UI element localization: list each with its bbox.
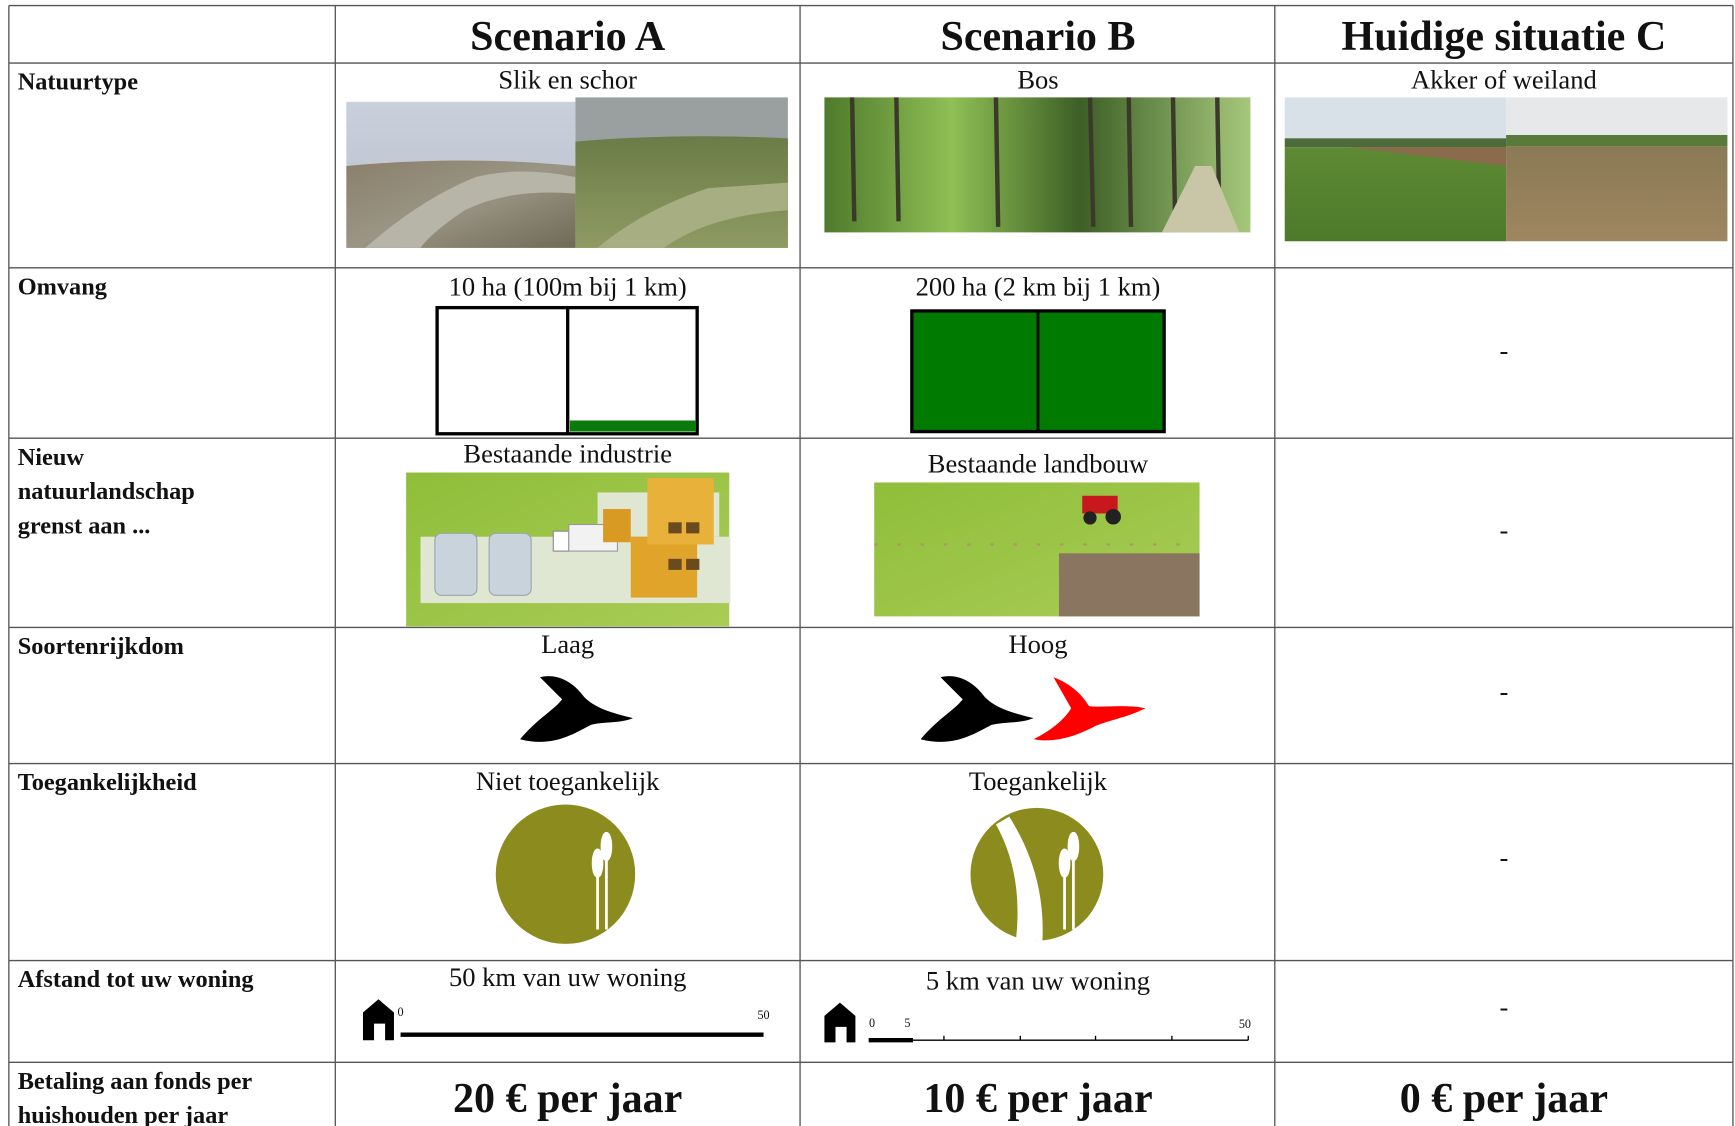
cell-text: Toegankelijk bbox=[969, 766, 1108, 796]
row-label: grenst aan ... bbox=[18, 512, 151, 539]
image-akker-of-weiland bbox=[1285, 97, 1728, 241]
icon-not-accessible bbox=[496, 804, 635, 943]
row-label: natuurlandschap bbox=[18, 478, 195, 505]
cell-text: Laag bbox=[541, 629, 594, 659]
bird-icon bbox=[921, 676, 1034, 742]
row-label: Afstand tot uw woning bbox=[18, 966, 254, 993]
row-label: Natuurtype bbox=[18, 69, 138, 96]
row-label: huishouden per jaar bbox=[18, 1102, 229, 1126]
cell-text: 5 km van uw woning bbox=[926, 965, 1150, 995]
row-label: Toegankelijkheid bbox=[18, 769, 197, 796]
scale-label: 0 bbox=[398, 1005, 404, 1019]
image-landbouw bbox=[874, 482, 1199, 616]
bird-icon bbox=[520, 676, 633, 742]
cell-text: 10 ha (100m bij 1 km) bbox=[449, 271, 687, 301]
cell-text: 50 km van uw woning bbox=[449, 962, 686, 992]
column-header: Scenario A bbox=[470, 14, 666, 60]
area-diagram-b bbox=[912, 311, 1164, 432]
page: Scenario A Scenario B Huidige situatie C Na… bbox=[0, 0, 1735, 1126]
area-diagram-a bbox=[437, 308, 697, 434]
scale-label: 50 bbox=[1239, 1017, 1251, 1031]
image-industrie bbox=[406, 473, 730, 627]
cell-text: 20 € per jaar bbox=[453, 1076, 682, 1122]
table: Scenario A Scenario B Huidige situatie C Na… bbox=[9, 6, 1733, 1126]
column-header: Huidige situatie C bbox=[1342, 14, 1667, 60]
cell-text: 10 € per jaar bbox=[923, 1076, 1152, 1122]
cell-text: Bestaande landbouw bbox=[928, 449, 1149, 479]
row-label: Nieuw bbox=[18, 444, 85, 471]
scale-label: 5 bbox=[904, 1016, 910, 1030]
distance-scale-a bbox=[363, 999, 764, 1040]
cell-text: - bbox=[1499, 336, 1508, 366]
image-bos bbox=[824, 97, 1250, 232]
cell-text: - bbox=[1499, 842, 1508, 872]
cell-text: 200 ha (2 km bij 1 km) bbox=[916, 271, 1161, 301]
row-label: Omvang bbox=[18, 273, 107, 300]
document: Scenario A Scenario B Huidige situatie C Na… bbox=[0, 0, 1735, 1126]
cell-text: Bos bbox=[1017, 65, 1058, 95]
row-label: Betaling aan fonds per bbox=[18, 1068, 253, 1095]
cell-text: Slik en schor bbox=[498, 65, 637, 95]
bird-icon-red bbox=[1034, 677, 1146, 740]
column-header: Scenario B bbox=[940, 14, 1135, 60]
image-slik-en-schor bbox=[346, 97, 788, 247]
cell-text: Akker of weiland bbox=[1411, 65, 1597, 95]
scale-label: 0 bbox=[869, 1016, 875, 1030]
cell-text: - bbox=[1499, 992, 1508, 1022]
cell-text: - bbox=[1499, 515, 1508, 545]
cell-text: Hoog bbox=[1008, 629, 1067, 659]
scale-label: 50 bbox=[757, 1008, 769, 1022]
cell-text: 0 € per jaar bbox=[1400, 1076, 1608, 1122]
cell-text: - bbox=[1499, 676, 1508, 706]
row-label: Soortenrijkdom bbox=[18, 633, 184, 660]
cell-text: Niet toegankelijk bbox=[476, 766, 660, 796]
cell-text: Bestaande industrie bbox=[463, 439, 672, 469]
distance-scale-b bbox=[824, 1003, 1248, 1043]
icon-accessible bbox=[970, 808, 1103, 941]
